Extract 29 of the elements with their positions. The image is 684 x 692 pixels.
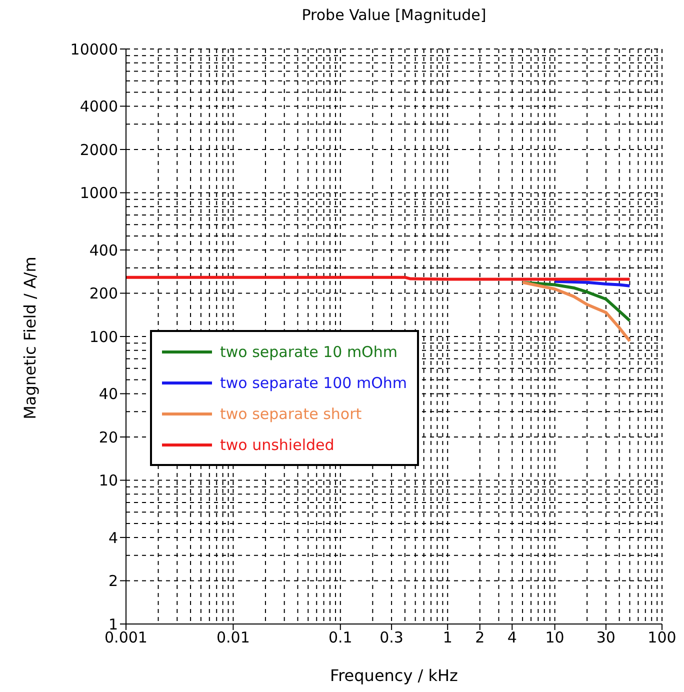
y-tick-label: 4 xyxy=(108,528,118,547)
y-tick-label: 2 xyxy=(108,572,118,590)
y-axis-title: Magnetic Field / A/m xyxy=(20,256,40,420)
chart-title: Probe Value [Magnitude] xyxy=(300,6,488,24)
y-tick-label: 400 xyxy=(89,241,118,260)
x-tick-label: 1 xyxy=(442,628,452,647)
x-tick-label: 0.3 xyxy=(380,628,404,647)
x-tick-label: 2 xyxy=(475,628,485,647)
y-tick-label: 40 xyxy=(98,385,118,404)
x-tick-label: 0.01 xyxy=(216,628,250,647)
y-tick-label: 2000 xyxy=(80,140,118,159)
y-tick-label: 100 xyxy=(89,328,118,346)
x-tick-label: 10 xyxy=(545,628,564,647)
legend-label: two separate 100 mOhm xyxy=(220,374,408,392)
x-tick-label: 4 xyxy=(507,628,517,647)
legend-label: two unshielded xyxy=(220,436,334,454)
x-tick-label: 30 xyxy=(596,628,616,647)
x-tick-label: 0.001 xyxy=(104,628,148,647)
y-tick-label: 10 xyxy=(98,472,118,490)
x-tick-label: 100 xyxy=(648,628,676,647)
y-tick-label: 1000 xyxy=(80,184,118,202)
y-tick-label: 4000 xyxy=(80,98,118,116)
y-tick-label: 200 xyxy=(89,284,118,303)
legend-label: two separate 10 mOhm xyxy=(220,342,398,360)
legend-label: two separate short xyxy=(220,404,362,422)
x-axis-title: Frequency / kHz xyxy=(329,666,459,685)
x-tick-label: 0.1 xyxy=(328,628,352,647)
y-tick-label: 10000 xyxy=(70,40,118,58)
y-tick-label: 20 xyxy=(98,428,118,446)
